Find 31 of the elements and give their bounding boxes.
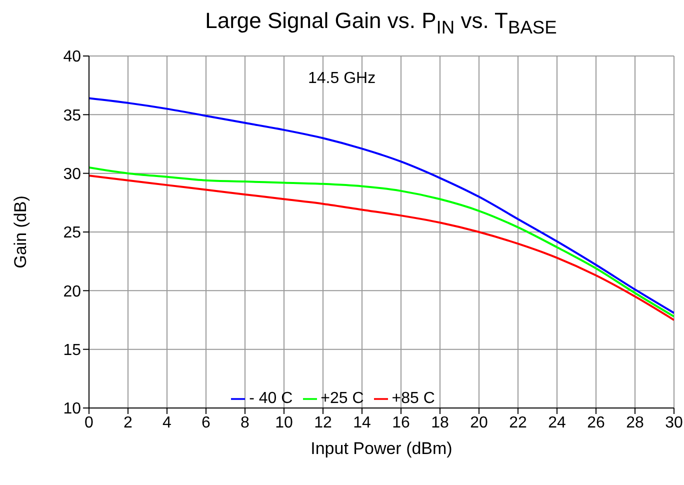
y-tick-label: 20	[63, 283, 82, 300]
y-tick-label: 35	[63, 107, 82, 124]
x-tick-label: 30	[665, 414, 683, 432]
x-tick-label: 28	[626, 414, 644, 432]
x-tick-label: 14	[353, 414, 371, 432]
legend-label: +25 C	[320, 390, 364, 407]
x-tick-label: 22	[509, 414, 527, 432]
x-tick-label: 16	[392, 414, 410, 432]
x-tick-label: 10	[275, 414, 293, 432]
x-tick-label: 2	[124, 414, 133, 432]
x-tick-label: 8	[240, 414, 250, 432]
annotation: 14.5 GHz	[308, 70, 376, 88]
x-axis-title: Input Power (dBm)	[310, 439, 452, 458]
x-tick-label: 20	[470, 414, 488, 432]
x-tick-label: 18	[431, 414, 449, 432]
x-tick-label: 24	[548, 414, 566, 432]
line-series	[89, 97, 674, 314]
legend-label: +85 C	[392, 390, 435, 407]
y-tick-label: 25	[63, 224, 82, 242]
y-tick-label: 15	[63, 342, 82, 360]
x-tick-label: 6	[202, 414, 211, 432]
y-tick-label: 30	[63, 166, 82, 184]
x-tick-label: 26	[587, 414, 605, 432]
y-tick-label: 10	[63, 400, 82, 418]
legend-label: - 40 C	[249, 390, 293, 407]
x-tick-label: 12	[314, 414, 332, 432]
x-tick-label: 4	[162, 414, 172, 432]
chart-title: Large Signal Gain vs. P$_{IN}$ vs. T$_{BASE}$	[204, 8, 558, 40]
y-tick-label: 40	[63, 48, 82, 66]
x-tick-label: 0	[84, 414, 94, 432]
y-axis-title: Gain (dB)	[11, 196, 30, 268]
